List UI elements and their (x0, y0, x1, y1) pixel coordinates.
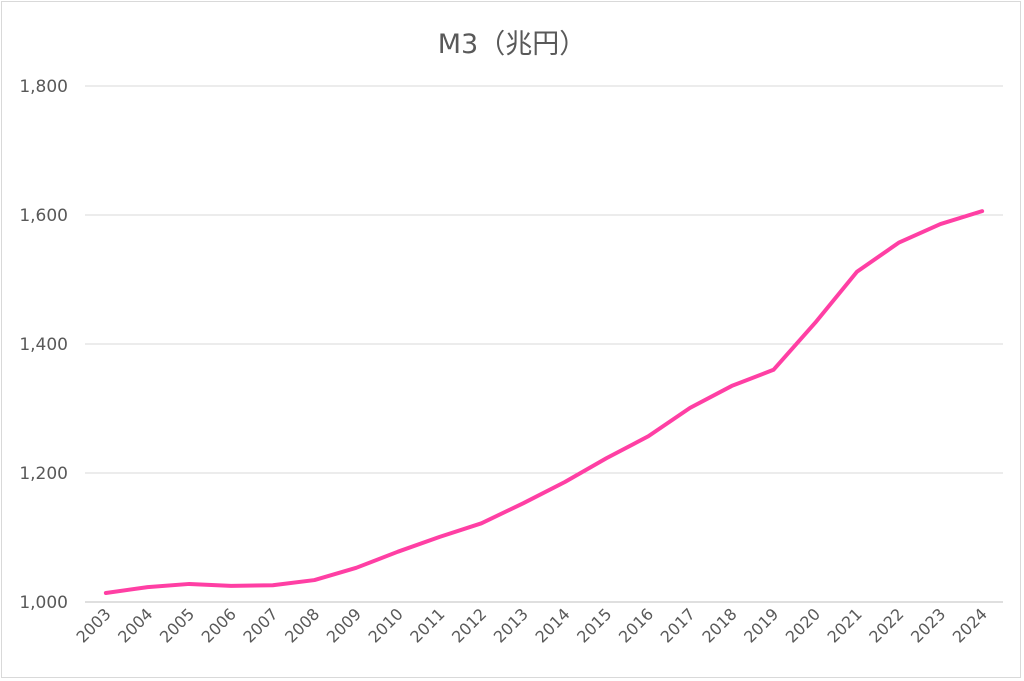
x-tick-label: 2024 (949, 604, 991, 646)
y-tick-label: 1,600 (19, 206, 68, 226)
x-tick-label: 2010 (365, 604, 407, 646)
x-tick-label: 2012 (448, 604, 490, 646)
y-tick-label: 1,000 (19, 593, 68, 613)
y-tick-label: 1,400 (19, 335, 68, 355)
x-tick-label: 2020 (782, 604, 824, 646)
x-tick-label: 2015 (573, 604, 615, 646)
x-tick-label: 2022 (865, 604, 907, 646)
y-tick-label: 1,200 (19, 464, 68, 484)
series-line (103, 209, 985, 595)
x-tick-label: 2004 (114, 604, 156, 646)
x-tick-label: 2005 (156, 604, 198, 646)
x-tick-label: 2019 (740, 604, 782, 646)
x-tick-label: 2009 (323, 604, 365, 646)
x-tick-label: 2007 (239, 604, 281, 646)
x-tick-label: 2006 (198, 604, 240, 646)
x-tick-label: 2003 (72, 604, 114, 646)
x-tick-label: 2018 (698, 604, 740, 646)
x-tick-label: 2011 (406, 604, 448, 646)
y-tick-label: 1,800 (19, 77, 68, 97)
x-tick-label: 2016 (615, 604, 657, 646)
x-tick-label: 2013 (490, 604, 532, 646)
x-tick-label: 2023 (907, 604, 949, 646)
x-tick-label: 2008 (281, 604, 323, 646)
x-tick-label: 2017 (657, 604, 699, 646)
chart-title: M3（兆円） (437, 29, 587, 60)
x-tick-label: 2021 (824, 604, 866, 646)
x-tick-label: 2014 (531, 604, 573, 646)
